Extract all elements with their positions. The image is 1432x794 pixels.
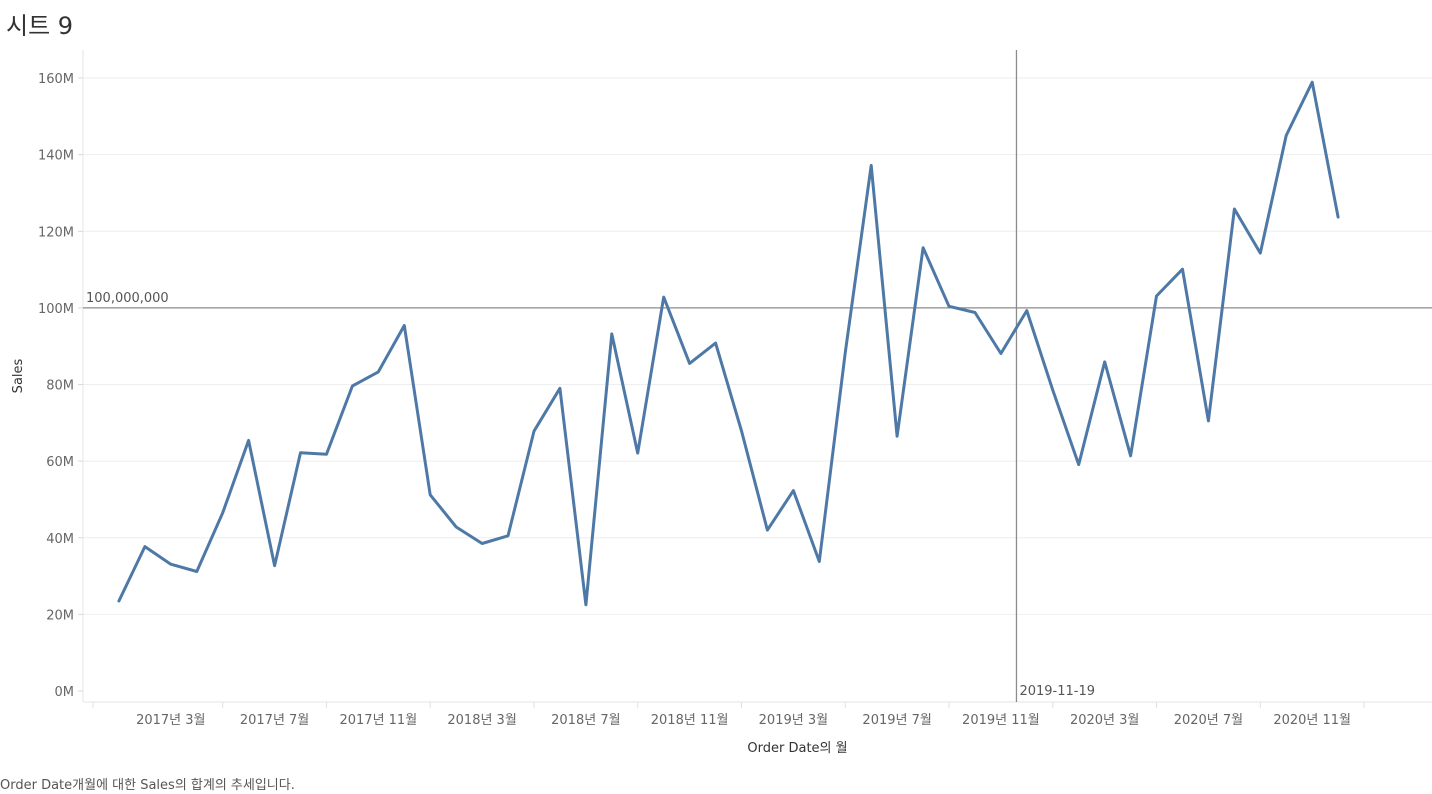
data-point[interactable] [685,358,695,368]
y-gridlines [83,77,1432,615]
y-tick-label: 140M [38,149,74,164]
data-point[interactable] [1281,131,1291,141]
data-point[interactable] [270,561,280,571]
data-point[interactable] [555,383,565,393]
data-point[interactable] [581,600,591,610]
x-tick-label: 2017년 3월 [136,713,205,728]
data-point[interactable] [503,531,513,541]
data-point[interactable] [996,349,1006,359]
y-tick-label: 0M [55,685,75,700]
data-point[interactable] [140,542,150,552]
data-point[interactable] [944,301,954,311]
x-tick-label: 2017년 7월 [240,713,309,728]
x-tick-label: 2018년 11월 [651,713,729,728]
series-layer[interactable] [114,77,1343,610]
data-point[interactable] [1307,77,1317,87]
x-tick-label: 2017년 11월 [339,713,417,728]
y-tick-label: 20M [46,608,74,623]
data-point[interactable] [607,329,617,339]
data-point[interactable] [218,508,228,518]
y-tick-label: 100M [38,302,74,317]
x-tick-label: 2019년 7월 [862,713,931,728]
y-tick-label: 40M [46,532,74,547]
data-point[interactable] [529,426,539,436]
data-point[interactable] [1022,306,1032,316]
data-point[interactable] [477,539,487,549]
y-axis-title: Sales [11,358,26,393]
x-tick-label: 2019년 3월 [759,713,828,728]
series-line-sales[interactable] [117,80,1340,607]
data-point[interactable] [633,448,643,458]
data-point[interactable] [1074,460,1084,470]
x-tick-label: 2018년 3월 [447,713,516,728]
data-point[interactable] [451,522,461,532]
y-tick-label: 160M [38,72,74,87]
reference-line-x-label: 2019-11-19 [1019,684,1095,699]
data-point[interactable] [1152,291,1162,301]
data-point[interactable] [1255,248,1265,258]
x-tick-label: 2020년 11월 [1273,713,1351,728]
data-point[interactable] [866,160,876,170]
data-point[interactable] [840,347,850,357]
y-tick-label: 120M [38,225,74,240]
data-point[interactable] [918,243,928,253]
data-point[interactable] [711,338,721,348]
data-point[interactable] [1048,385,1058,395]
data-point[interactable] [970,308,980,318]
x-tick-label: 2019년 11월 [962,713,1040,728]
data-point[interactable] [737,426,747,436]
data-point[interactable] [425,490,435,500]
data-point[interactable] [1178,264,1188,274]
data-point[interactable] [892,431,902,441]
data-point[interactable] [1229,204,1239,214]
x-tick-separators [92,702,1365,708]
y-axis-ticks: 0M 20M 40M 60M 80M 100M 120M 140M 160M [38,72,83,700]
x-tick-label: 2018년 7월 [551,713,620,728]
data-point[interactable] [1333,212,1343,222]
data-point[interactable] [166,559,176,569]
data-point[interactable] [322,449,332,459]
data-point[interactable] [373,367,383,377]
data-point[interactable] [347,381,357,391]
data-point[interactable] [659,292,669,302]
data-point[interactable] [762,525,772,535]
sheet-title: 시트 9 [6,12,74,40]
data-point[interactable] [814,557,824,567]
data-point[interactable] [114,596,124,606]
data-point[interactable] [192,567,202,577]
y-tick-label: 60M [46,455,74,470]
data-point[interactable] [244,435,254,445]
y-tick-label: 80M [46,379,74,394]
reference-line-y-label: 100,000,000 [86,291,169,306]
plot-frame [82,50,1432,703]
x-tick-label: 2020년 3월 [1070,713,1139,728]
chart-caption: Order Date개월에 대한 Sales의 합계의 추세입니다. [0,778,295,793]
x-tick-label: 2020년 7월 [1174,713,1243,728]
x-axis-ticks: 2017년 3월 2017년 7월 2017년 11월 2018년 3월 2018년 7… [136,713,1351,728]
data-point[interactable] [788,486,798,496]
data-point[interactable] [399,321,409,331]
data-point[interactable] [1203,416,1213,426]
reference-lines: 100,000,000 2019-11-19 [83,50,1432,702]
data-point[interactable] [1126,451,1136,461]
x-axis-title: Order Date의 월 [747,741,847,756]
data-point[interactable] [296,448,306,458]
data-point[interactable] [1100,357,1110,367]
